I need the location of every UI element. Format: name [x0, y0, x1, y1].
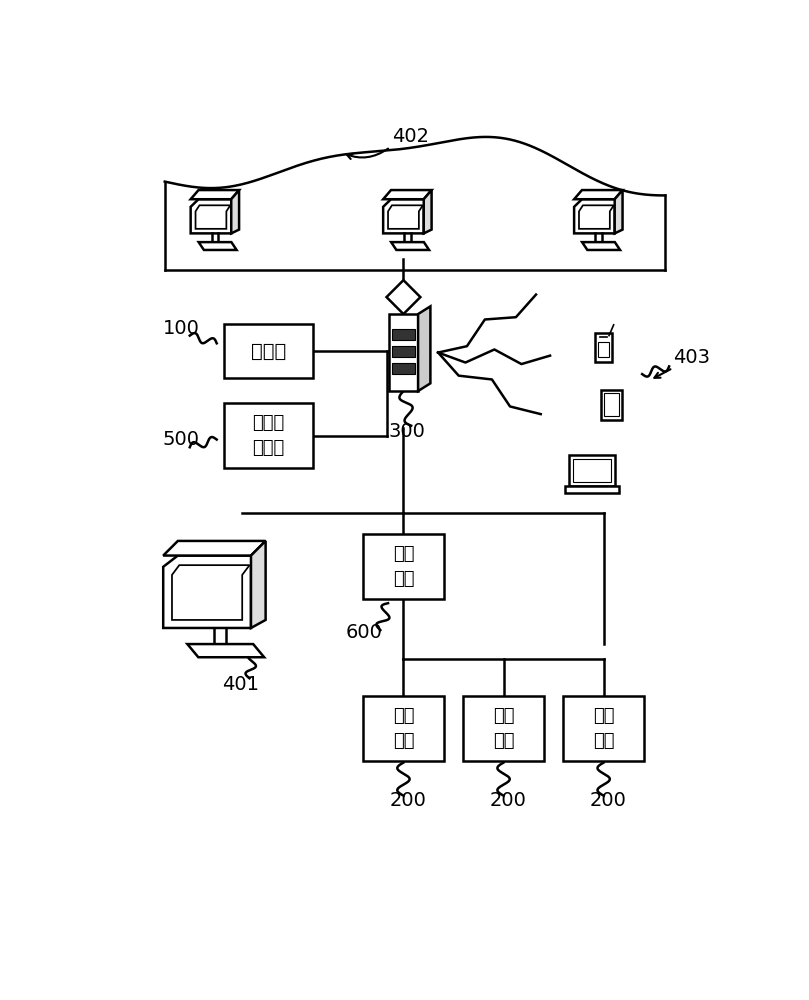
Text: 500: 500	[163, 430, 200, 449]
Polygon shape	[191, 199, 239, 233]
Text: 采集
装置: 采集 装置	[493, 707, 515, 750]
Polygon shape	[383, 190, 431, 199]
Text: 402: 402	[392, 127, 429, 146]
Polygon shape	[387, 280, 421, 314]
Text: 403: 403	[673, 348, 710, 367]
Text: 200: 200	[390, 791, 426, 810]
Polygon shape	[224, 403, 313, 468]
Polygon shape	[595, 333, 612, 362]
Text: 200: 200	[590, 791, 627, 810]
Text: 语音播
放单元: 语音播 放单元	[252, 414, 285, 457]
Text: 领料
装置: 领料 装置	[392, 545, 414, 588]
Polygon shape	[582, 242, 620, 250]
Text: 采集
装置: 采集 装置	[593, 707, 614, 750]
Polygon shape	[392, 346, 415, 357]
Polygon shape	[251, 541, 265, 628]
Polygon shape	[224, 324, 313, 378]
Polygon shape	[565, 486, 619, 493]
Polygon shape	[424, 190, 431, 233]
Polygon shape	[463, 696, 544, 761]
Polygon shape	[574, 190, 623, 199]
Text: 采集
装置: 采集 装置	[392, 707, 414, 750]
Polygon shape	[569, 455, 615, 486]
Polygon shape	[615, 190, 623, 233]
Polygon shape	[363, 696, 444, 761]
Text: 100: 100	[163, 319, 200, 338]
Polygon shape	[363, 534, 444, 599]
Polygon shape	[600, 390, 622, 420]
Polygon shape	[574, 199, 623, 233]
Polygon shape	[392, 329, 415, 340]
Text: 数据库: 数据库	[251, 342, 286, 360]
Polygon shape	[418, 306, 430, 391]
Polygon shape	[391, 242, 429, 250]
Text: 600: 600	[345, 623, 383, 642]
Polygon shape	[383, 199, 431, 233]
Polygon shape	[199, 242, 236, 250]
Polygon shape	[163, 541, 265, 556]
Polygon shape	[191, 190, 239, 199]
Polygon shape	[392, 363, 415, 374]
Polygon shape	[389, 314, 418, 391]
Polygon shape	[563, 696, 644, 761]
Polygon shape	[231, 190, 239, 233]
Text: 401: 401	[222, 675, 260, 694]
Text: 200: 200	[489, 791, 527, 810]
Polygon shape	[188, 644, 265, 657]
Polygon shape	[163, 556, 265, 628]
Text: 300: 300	[388, 422, 425, 441]
